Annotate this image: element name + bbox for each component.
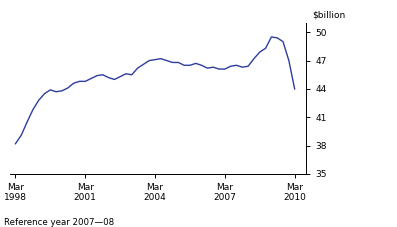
Text: $billion: $billion [312,11,345,20]
Text: Reference year 2007—08: Reference year 2007—08 [4,218,114,227]
